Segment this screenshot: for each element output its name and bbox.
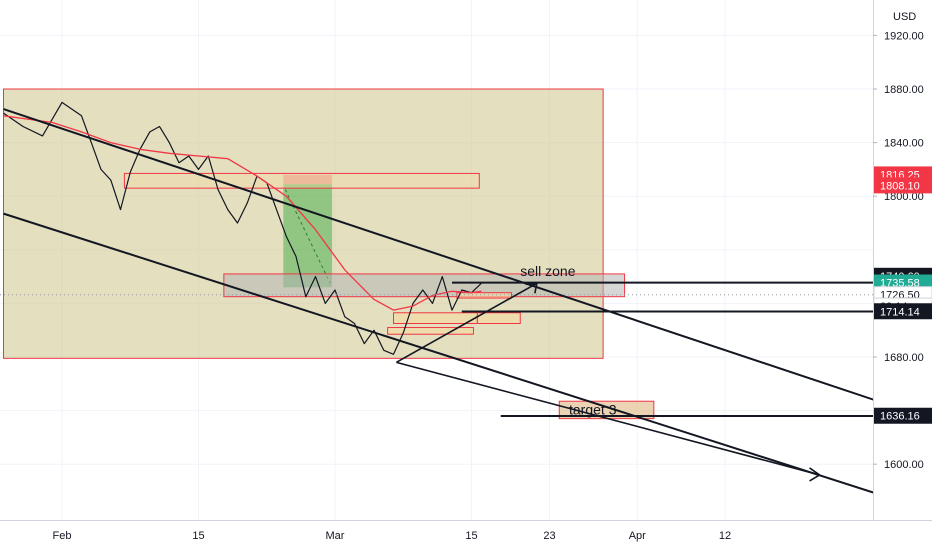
price-tag-label: 1808.10 [880,180,920,192]
sell-zone-label[interactable]: sell zone [520,263,575,279]
x-tick-label: Mar [326,530,345,542]
y-tick-label: 1600.00 [884,459,924,471]
x-tick-label: 12 [719,530,731,542]
x-tick-label: 15 [192,530,204,542]
up-arrow-line[interactable] [396,282,538,364]
small-box-1[interactable] [456,292,512,299]
small-box-3[interactable] [476,312,521,324]
currency-label: USD [893,11,916,23]
price-tag-box[interactable] [874,407,932,424]
y-tick-label: 1800.00 [884,191,924,203]
x-tick-label: 23 [543,530,555,542]
up-arrow-head [525,282,538,294]
down-arrow-head [809,467,821,482]
channel-lower-line[interactable] [3,212,911,505]
y-tick-label: 1840.00 [884,138,924,150]
down-arrow-line[interactable] [396,361,820,476]
price-tag-label: 1714.14 [880,306,920,318]
position-dotted-line [284,189,331,284]
time-axis-background [0,520,932,550]
resistance-box[interactable] [123,172,480,189]
target-3-label[interactable]: target 3 [569,401,617,417]
x-tick-label: Apr [629,530,646,542]
plot-pane[interactable]: sell zone target 3 [0,0,910,520]
small-box-4[interactable] [387,327,474,335]
price-axis[interactable]: USD 1600.00 1680.00 1800.00 1840.00 1880.00 19… [873,0,932,550]
price-tag-box[interactable] [874,303,932,320]
time-axis[interactable]: Feb 15 Mar 15 23 Apr 12 [0,520,932,550]
small-box-2[interactable] [393,312,478,324]
y-tick-label: 1880.00 [884,84,924,96]
moving-average-line[interactable] [3,115,482,311]
channel-upper-line[interactable] [3,108,911,412]
y-tick-label: 1920.00 [884,30,924,42]
y-tick-label: 1680.00 [884,352,924,364]
x-tick-label: 15 [465,530,477,542]
price-tag-box[interactable] [874,177,932,194]
stop-loss-zone[interactable] [283,174,333,185]
x-tick-label: Feb [53,530,72,542]
price-tag-label: 1636.16 [880,411,920,423]
